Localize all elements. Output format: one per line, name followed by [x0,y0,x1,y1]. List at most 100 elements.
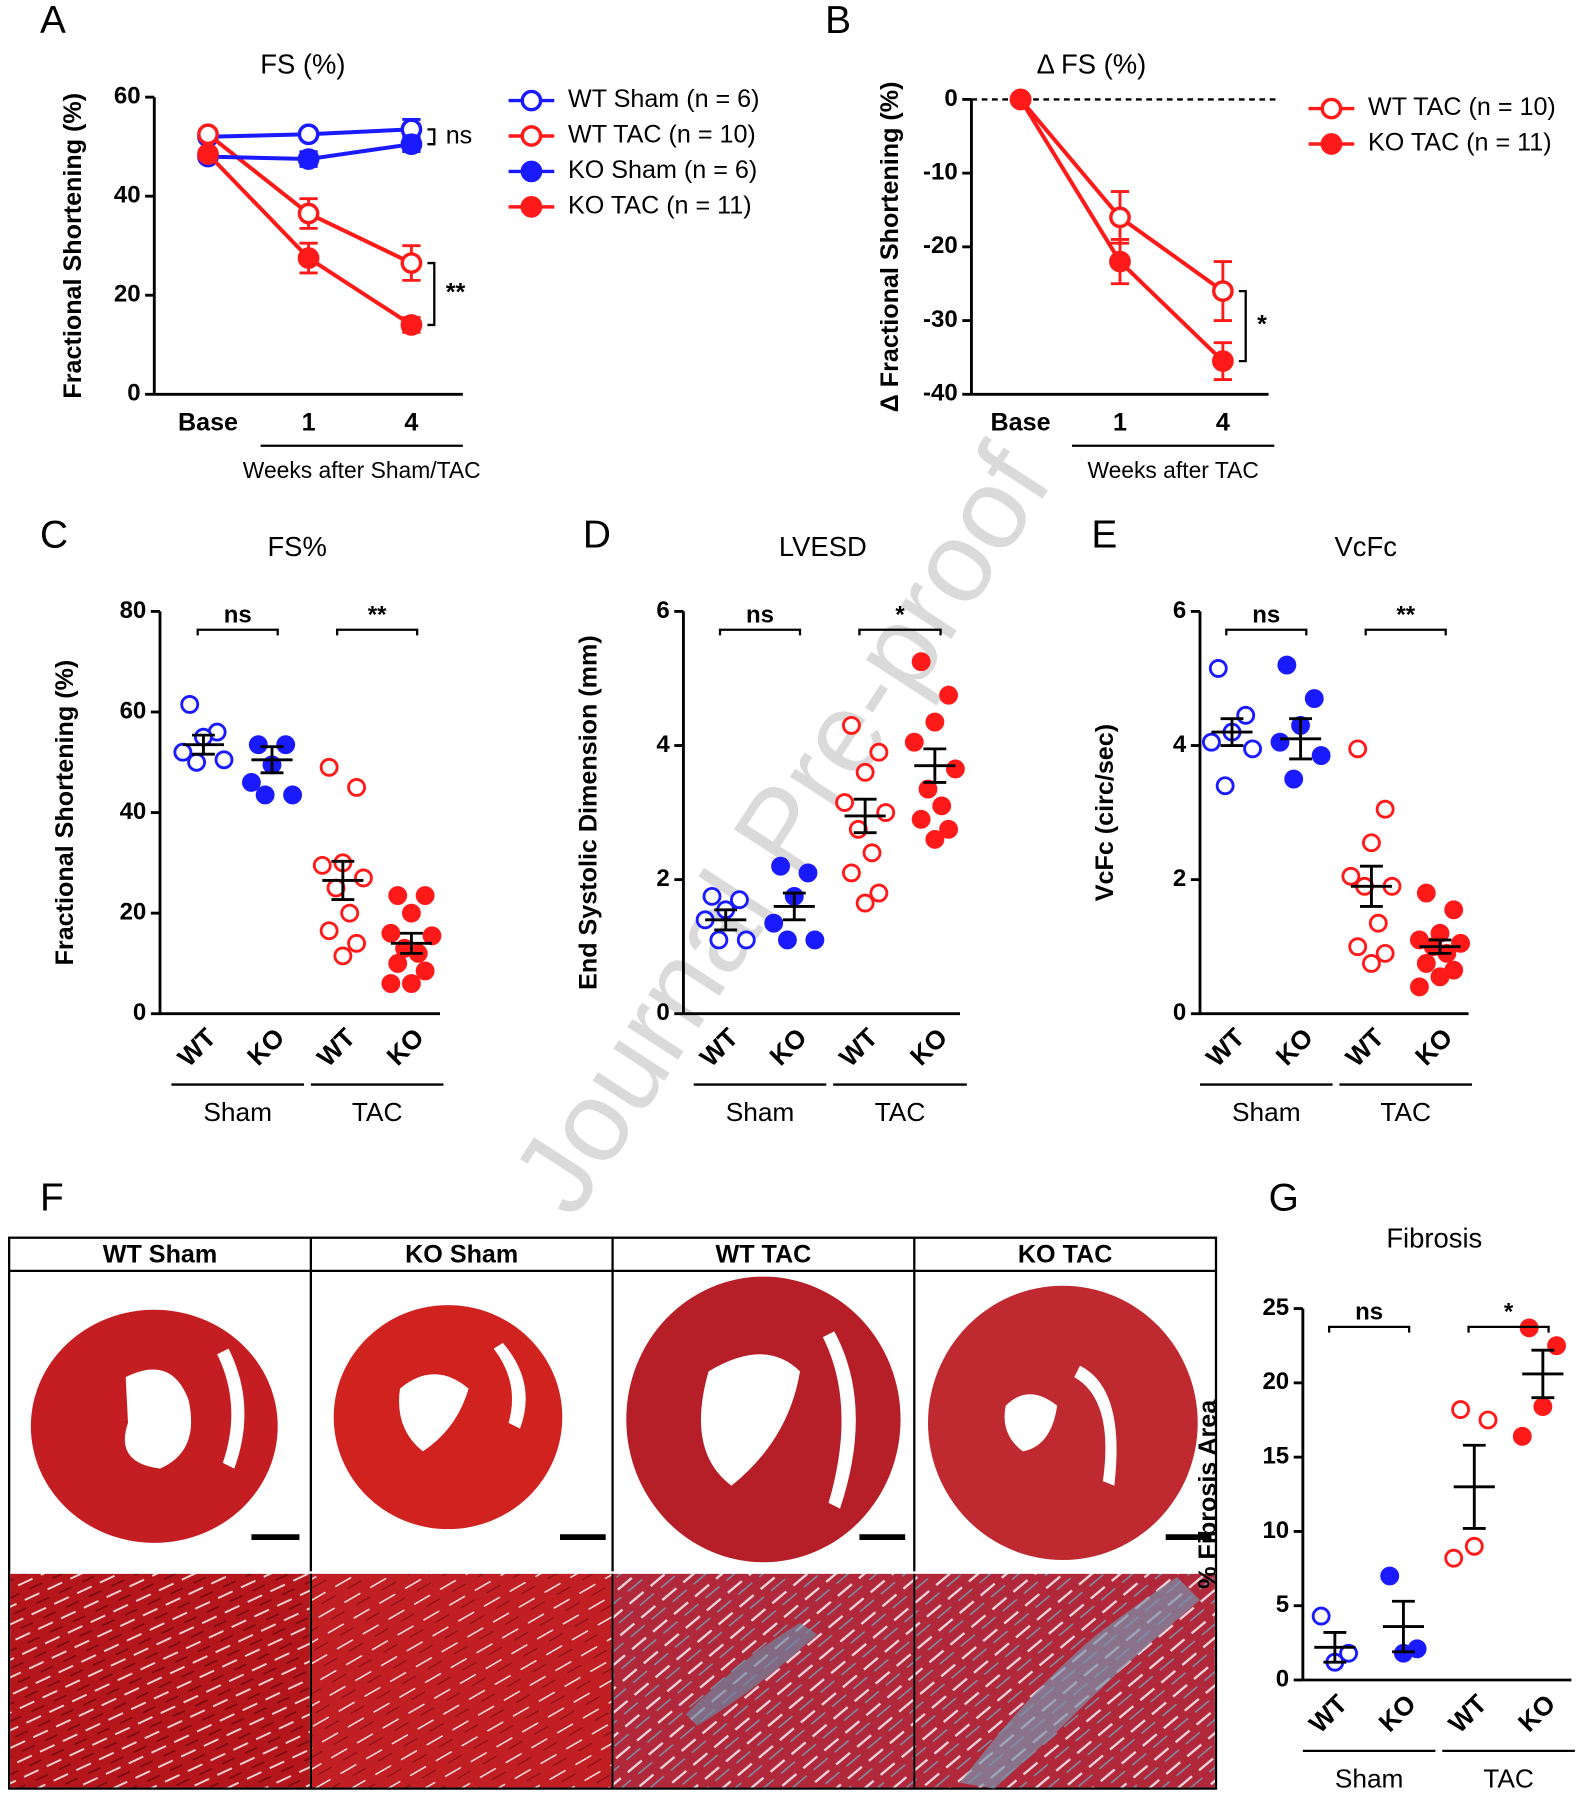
marker [400,314,423,336]
marker [400,252,423,274]
annotation: * [1257,311,1267,339]
x-axis-label: Weeks after Sham/TAC [243,457,481,483]
data-point [276,735,296,755]
sem-bar [1289,717,1312,761]
x-tick-label: 4 [404,409,418,437]
sem-bar [400,931,423,955]
sem-bar [782,891,806,922]
data-point [925,712,945,732]
image-panel: F WT Sham KO Sham WT TAC KO TAC [8,1176,1218,1790]
x-tick-label: Base [991,409,1051,437]
data-point [401,974,421,993]
y-tick-label: 20 [114,281,141,308]
column-header: WT TAC [716,1241,812,1269]
sem-bar [1323,1631,1347,1664]
marker [297,202,320,225]
data-point [283,785,302,805]
legend-label: KO TAC (n = 11) [568,191,752,219]
data-point [1478,1410,1498,1430]
y-tick-label: 0 [127,380,140,407]
data-point [180,695,200,714]
legend-marker [520,89,543,112]
data-point [214,750,234,770]
y-tick-label: 60 [120,697,147,724]
data-point [736,930,756,950]
chart-title: VcFc [1334,531,1396,562]
marker [197,123,219,146]
data-point [862,843,882,863]
data-point [939,819,958,839]
data-point [709,930,729,950]
data-point [1444,900,1464,920]
data-point [1277,655,1297,675]
data-point [939,685,958,705]
y-tick-label: 0 [656,999,669,1026]
x-tick-label: 4 [1216,409,1230,437]
data-point [1348,739,1368,759]
marker [197,143,219,165]
sem-bar [714,908,738,932]
y-tick-label: 4 [1173,731,1187,758]
x-tick-label: KO [381,1022,430,1071]
data-point [1375,799,1395,819]
x-tick-label: KO [763,1022,812,1071]
data-point [841,715,861,735]
x-tick-label: KO [904,1022,953,1071]
chart-title: FS% [267,531,326,562]
data-point [1416,883,1436,903]
data-point [1339,1643,1358,1663]
heart-section [928,1285,1198,1560]
x-tick-label: WT [172,1022,222,1072]
bracket [427,128,436,146]
data-point [1243,739,1262,759]
legend-label: KO Sham (n = 6) [568,156,757,184]
y-axis-label: Fractional Shortening (%) [59,93,87,399]
data-point [353,868,373,888]
comparison-bracket [1364,628,1447,636]
chart-title: Fibrosis [1386,1222,1482,1253]
chart-title: Δ FS (%) [1037,49,1147,80]
y-tick-label: 6 [1173,597,1186,624]
data-point [702,886,722,906]
bracket [427,261,436,327]
x-group-label: Sham [1335,1764,1404,1794]
legend-marker [1320,133,1343,155]
x-tick-label: WT [1303,1689,1353,1739]
annotation: ** [446,279,466,307]
x-tick-label: WT [1442,1689,1492,1739]
y-axis-label: VcFc (circ/sec) [1091,724,1119,901]
panel-letter: E [1091,513,1117,556]
legend-label: WT TAC (n = 10) [568,121,756,149]
data-point [381,974,401,993]
data-point [869,883,889,903]
x-group-label: Sham [203,1097,272,1127]
y-tick-label: 2 [1173,865,1186,892]
data-point [340,903,360,923]
sem-bar [853,797,877,835]
data-point [1362,953,1381,973]
data-point [869,742,889,762]
annotation: ns [446,121,473,149]
sem-bar [1392,1599,1415,1654]
sem-bar [1220,717,1244,747]
data-point [1270,732,1290,752]
legend-marker [520,160,543,183]
x-axis-label: Weeks after TAC [1087,457,1258,483]
comparison-bracket [1225,628,1308,636]
marker [297,247,320,269]
y-tick-label: 5 [1276,1591,1289,1618]
lumen [493,1342,526,1429]
comparison-bracket [336,628,419,636]
y-tick-label: 60 [114,82,141,109]
y-axis-label: Fractional Shortening (%) [51,660,79,966]
x-group-label: TAC [1380,1097,1431,1127]
data-point [319,757,339,777]
legend-marker [520,125,543,147]
comparison-bracket [1467,1325,1550,1333]
marker [1009,88,1032,111]
sem-bar [1462,1443,1486,1530]
data-point [855,893,875,913]
sem-bar [1428,938,1452,955]
data-point [911,809,931,829]
